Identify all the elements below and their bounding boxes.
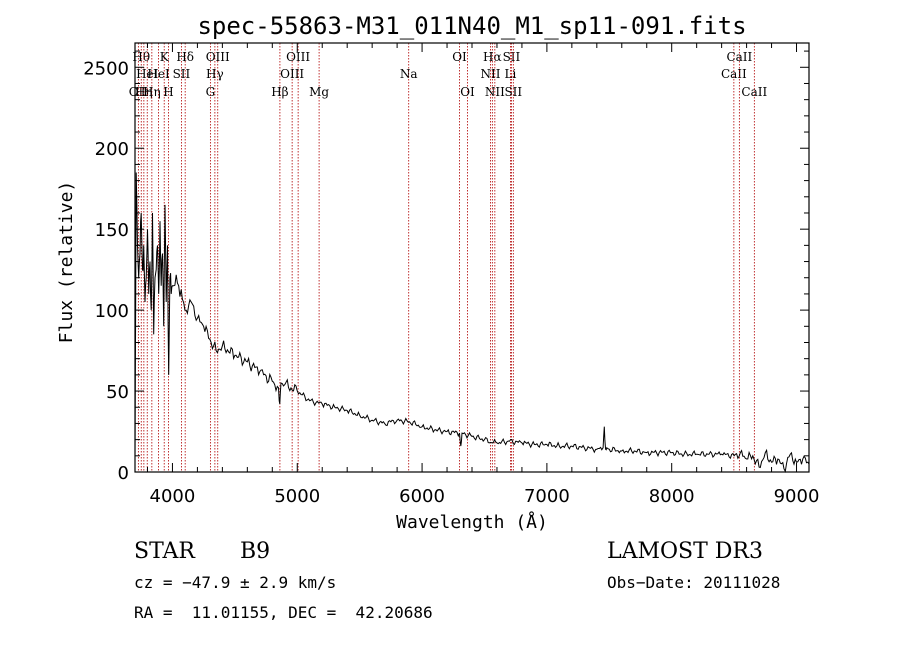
- emission-line-label: Hα: [483, 50, 502, 64]
- emission-line-label: NII: [480, 67, 500, 81]
- y-tick-label: 200: [95, 139, 129, 160]
- y-tick-label: 2500: [83, 58, 129, 79]
- object-class: STAR: [134, 539, 195, 564]
- emission-line-label: OI: [452, 50, 467, 64]
- emission-line-label: CaII: [726, 50, 752, 64]
- spectrum-line: [134, 172, 810, 474]
- emission-line-label: OI: [460, 85, 475, 99]
- y-tick-label: 0: [118, 463, 129, 484]
- x-tick-label: 5000: [274, 486, 320, 507]
- object-subclass: B9: [240, 539, 271, 564]
- y-tick-label: 50: [106, 382, 129, 403]
- coordinates: RA = 11.01155, DEC = 42.20686: [134, 603, 433, 622]
- survey-name: LAMOST DR3: [607, 539, 763, 564]
- y-axis-label: Flux (relative): [56, 181, 77, 344]
- emission-line-label: NII: [485, 85, 505, 99]
- x-tick-label: 8000: [649, 486, 695, 507]
- x-tick-label: 9000: [774, 486, 820, 507]
- emission-line-label: Hβ: [271, 85, 288, 99]
- x-axis: 4000 5000 6000 7000 8000 9000: [146, 43, 820, 507]
- emission-line-label: Hδ: [176, 50, 194, 64]
- emission-line-label: HeI: [136, 67, 159, 81]
- emission-line-label: G: [206, 85, 216, 99]
- emission-line-label: SII: [504, 85, 522, 99]
- emission-line-label: OIII: [206, 50, 230, 64]
- emission-line-label: HeI: [147, 67, 170, 81]
- y-axis: 0 50 100 150 200 2500: [83, 50, 809, 484]
- emission-line-label: Na: [400, 67, 418, 81]
- emission-line-label: Li: [505, 67, 517, 81]
- emission-line-label: Mg: [309, 85, 329, 99]
- emission-line-label: CaII: [721, 67, 747, 81]
- emission-line-label: SII: [173, 67, 191, 81]
- emission-line-label: H: [163, 85, 173, 99]
- series-layer: [134, 172, 810, 474]
- redshift-readout: cz = −47.9 ± 2.9 km/s: [134, 573, 337, 592]
- emission-line-markers: OIIHθHηHeIHηHeIKHSIIHδGHγOIIIHβOIIIOIIIM…: [129, 43, 767, 472]
- chart-title: spec-55863-M31_011N40_M1_sp11-091.fits: [197, 12, 746, 40]
- emission-line-label: CaII: [741, 85, 767, 99]
- emission-line-label: SII: [503, 50, 521, 64]
- plot-frame: [134, 42, 810, 473]
- obs-date: Obs−Date: 20111028: [607, 573, 781, 592]
- emission-line-label: Hη: [135, 85, 153, 99]
- x-tick-label: 7000: [524, 486, 570, 507]
- emission-line-label: OIII: [280, 67, 304, 81]
- emission-line-label: Hθ: [132, 50, 150, 64]
- emission-line-label: OII: [129, 85, 149, 99]
- y-tick-label: 150: [95, 220, 129, 241]
- x-tick-label: 4000: [150, 486, 196, 507]
- emission-line-label: K: [160, 50, 170, 64]
- emission-line-label: Hη: [143, 85, 161, 99]
- x-axis-label: Wavelength (Å): [396, 511, 548, 533]
- emission-line-label: Hγ: [206, 67, 224, 81]
- emission-line-label: OIII: [286, 50, 310, 64]
- x-tick-label: 6000: [399, 486, 445, 507]
- y-tick-label: 100: [95, 301, 129, 322]
